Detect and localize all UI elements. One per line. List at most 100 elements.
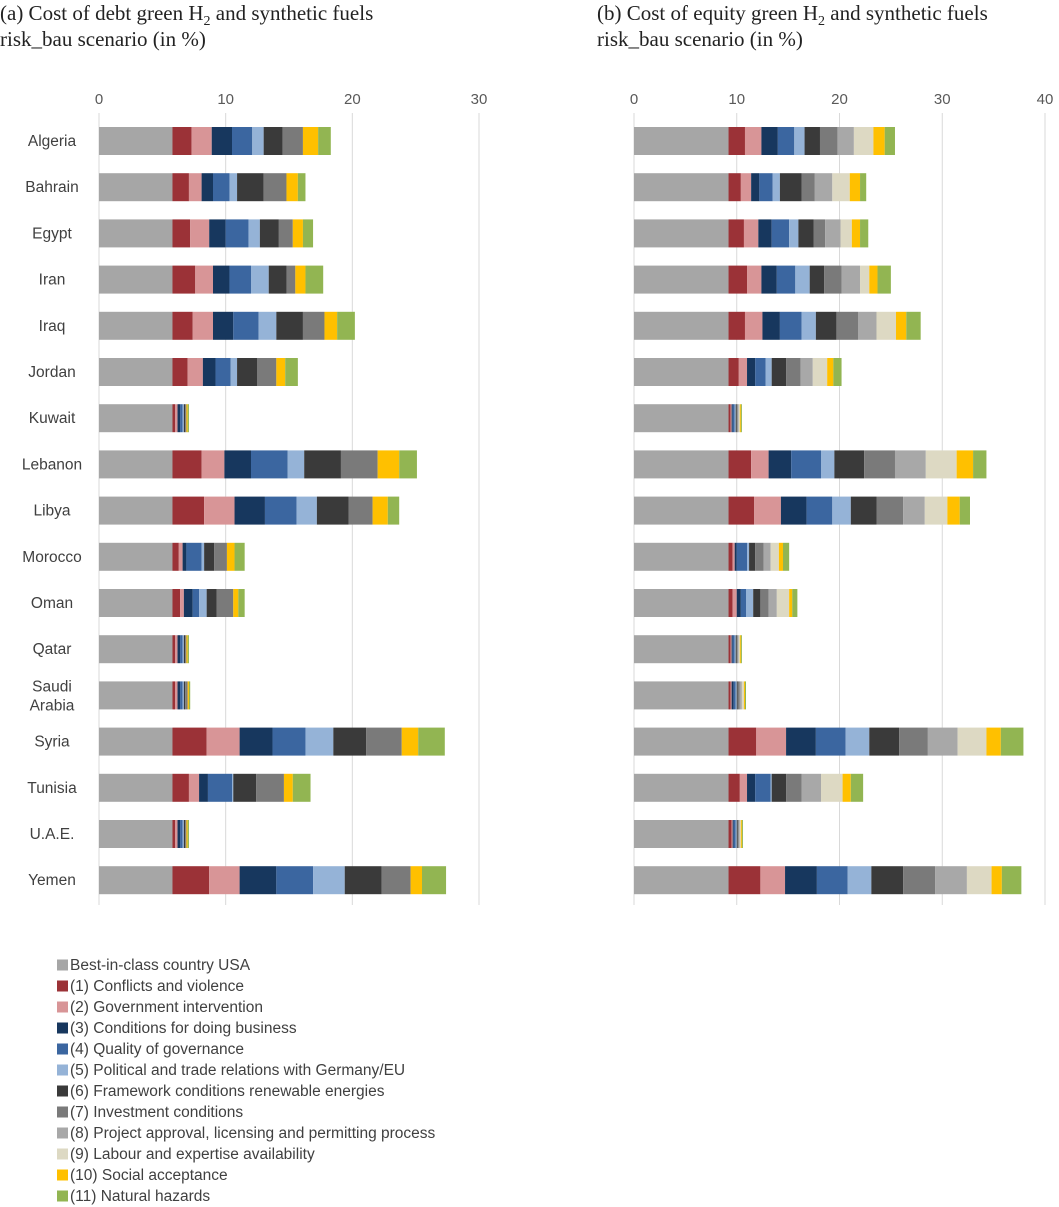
- bar-segment-equity: [771, 773, 787, 802]
- bar-segment-equity: [755, 773, 771, 802]
- bar-segment-equity: [728, 265, 748, 294]
- bar-segment-debt: [99, 727, 173, 756]
- legend-swatch: [57, 1190, 68, 1202]
- bar-segment-equity: [731, 404, 733, 433]
- bar-segment-debt: [418, 727, 445, 756]
- bar-segment-debt: [272, 727, 306, 756]
- legend-label: (1) Conflicts and violence: [70, 978, 244, 995]
- bar-segment-equity: [634, 450, 729, 479]
- legend-label: (11) Natural hazards: [70, 1188, 210, 1205]
- bar-segment-equity: [782, 542, 790, 571]
- bar-segment-equity: [836, 311, 858, 340]
- bar-segment-debt: [185, 404, 187, 433]
- bar-segment-equity: [728, 589, 733, 617]
- bar-segment-debt: [297, 173, 306, 202]
- bar-segment-debt: [399, 450, 417, 479]
- bar-segment-equity: [737, 635, 739, 664]
- bar-segment-equity: [744, 681, 746, 710]
- bar-segment-debt: [172, 773, 189, 802]
- bar-segment-debt: [175, 820, 178, 848]
- category-label: Iraq: [39, 318, 66, 335]
- bar-segment-equity: [741, 681, 744, 710]
- bar-segment-debt: [410, 866, 422, 895]
- bar-segment-debt: [172, 404, 175, 433]
- bar-segment-equity: [833, 358, 842, 386]
- bar-segment-equity: [634, 820, 729, 848]
- bar-segment-debt: [213, 173, 230, 202]
- bar-segment-equity: [853, 127, 874, 155]
- bar-segment-debt: [99, 681, 173, 710]
- bar-segment-equity: [947, 496, 960, 525]
- bar-segment-equity: [731, 635, 733, 664]
- bar-segment-equity: [850, 773, 864, 802]
- bar-segment-equity: [728, 358, 739, 386]
- bar-segment-equity: [634, 542, 729, 571]
- bar-segment-debt: [302, 219, 314, 248]
- bar-segment-debt: [366, 727, 402, 756]
- bar-segment-equity: [847, 866, 872, 895]
- bar-segment-equity: [747, 265, 762, 294]
- bar-segment-equity: [1000, 727, 1024, 756]
- bar-segment-debt: [286, 265, 296, 294]
- bar-segment-debt: [183, 635, 186, 664]
- bar-segment-equity: [734, 635, 736, 664]
- bar-segment-equity: [736, 635, 738, 664]
- bar-segment-debt: [172, 127, 192, 155]
- legend-label: (6) Framework conditions renewable energ…: [70, 1083, 385, 1100]
- bar-segment-debt: [180, 589, 184, 617]
- bar-segment-debt: [201, 450, 225, 479]
- category-label: Iran: [39, 272, 66, 289]
- bar-segment-debt: [172, 358, 188, 386]
- bar-segment-debt: [188, 773, 200, 802]
- legend: Best-in-class country USA (1) Conflicts a…: [57, 957, 436, 1205]
- bar-segment-equity: [737, 681, 740, 710]
- x-tick-label: 20: [344, 91, 361, 108]
- bar-segment-debt: [238, 589, 245, 617]
- bar-segment-equity: [1001, 866, 1022, 895]
- bar-segment-equity: [986, 727, 1001, 756]
- bar-segment-debt: [172, 866, 210, 895]
- bar-segment-debt: [177, 820, 181, 848]
- bar-segment-debt: [251, 265, 269, 294]
- bar-segment-equity: [873, 127, 885, 155]
- bar-segment-debt: [285, 358, 298, 386]
- bar-segment-debt: [172, 265, 196, 294]
- bar-segment-equity: [754, 496, 781, 525]
- bar-segment-debt: [263, 127, 283, 155]
- bar-segment-debt: [237, 173, 264, 202]
- bar-segment-equity: [634, 219, 729, 248]
- bar-segment-debt: [204, 542, 215, 571]
- bar-segment-equity: [957, 727, 987, 756]
- bar-segment-debt: [201, 542, 205, 571]
- bar-segment-debt: [302, 127, 319, 155]
- bar-segment-debt: [99, 219, 173, 248]
- bar-segment-equity: [834, 450, 865, 479]
- bar-segment-equity: [760, 866, 786, 895]
- bar-segment-equity: [755, 358, 766, 386]
- bar-segment-equity: [740, 173, 752, 202]
- bar-segment-equity: [894, 450, 926, 479]
- bar-segment-debt: [372, 496, 388, 525]
- bar-segment-debt: [213, 311, 234, 340]
- bar-segment-equity: [739, 773, 748, 802]
- category-labels-debt: Algeria Bahrain Egypt Iran Iraq Jordan Kuwait L…: [22, 133, 82, 889]
- bar-segment-debt: [304, 450, 341, 479]
- bar-segment-debt: [99, 635, 173, 664]
- bar-segment-equity: [845, 727, 870, 756]
- bar-segment-equity: [755, 542, 764, 571]
- category-label: Lebanon: [22, 456, 82, 473]
- chart-title-debt-line2: risk_bau scenario (in %): [0, 27, 206, 51]
- bar-segment-debt: [192, 311, 213, 340]
- bar-segment-debt: [180, 404, 183, 433]
- legend-swatch: [57, 1127, 68, 1139]
- bar-segment-equity: [735, 635, 737, 664]
- bar-segment-equity: [728, 773, 740, 802]
- bar-segment-debt: [99, 358, 173, 386]
- bar-segment-equity: [728, 219, 744, 248]
- bar-segment-debt: [224, 450, 251, 479]
- legend-label: (7) Investment conditions: [70, 1104, 243, 1121]
- bar-segment-debt: [186, 820, 188, 848]
- bar-segment-debt: [180, 635, 183, 664]
- bar-segment-equity: [789, 589, 793, 617]
- bar-segment-equity: [732, 820, 734, 848]
